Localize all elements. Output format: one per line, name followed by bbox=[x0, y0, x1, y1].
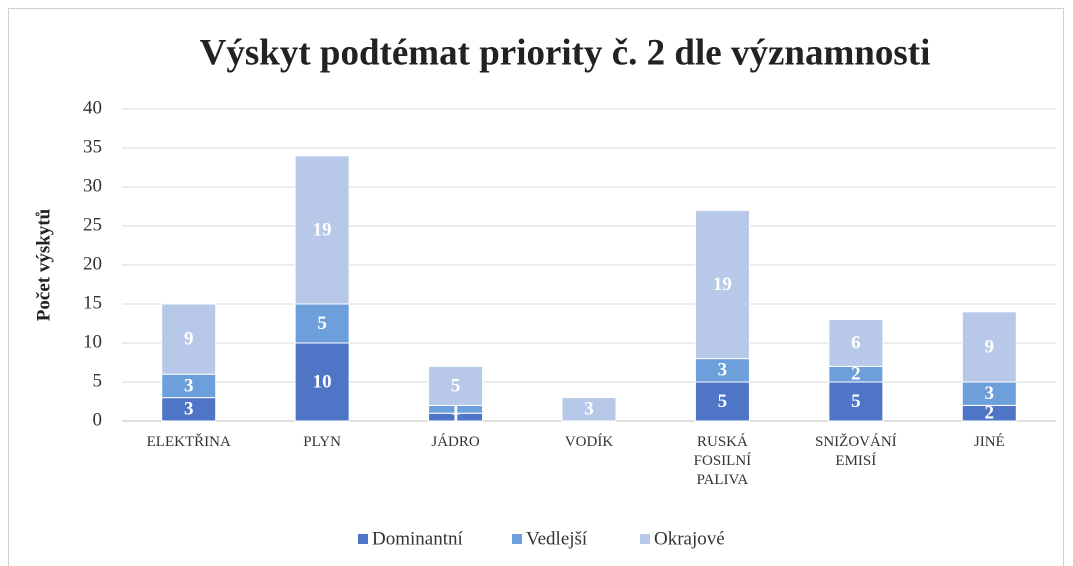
data-label: 3 bbox=[184, 375, 194, 396]
legend-label: Vedlejší bbox=[526, 528, 588, 549]
legend-label: Okrajové bbox=[654, 528, 725, 549]
legend-swatch bbox=[358, 534, 368, 544]
y-tick-label: 15 bbox=[83, 292, 102, 313]
x-tick-label: RUSKÁ FOSILNÍ PALIVA bbox=[693, 434, 752, 488]
legend-swatch bbox=[512, 534, 522, 544]
data-label: 5 bbox=[317, 313, 327, 334]
data-label: 3 bbox=[184, 399, 194, 420]
x-tick-label: VODÍK bbox=[564, 434, 614, 450]
y-tick-label: 0 bbox=[93, 409, 103, 430]
x-tick-label: ELEKTŘINA bbox=[146, 434, 231, 450]
bar-segment bbox=[694, 209, 750, 360]
data-label: 5 bbox=[451, 375, 461, 396]
x-tick-label: PLYN bbox=[303, 434, 341, 450]
y-tick-label: 20 bbox=[83, 253, 102, 274]
data-label: 19 bbox=[713, 274, 732, 295]
data-label: 3 bbox=[985, 383, 995, 404]
y-tick-label: 25 bbox=[83, 214, 102, 235]
y-axis-label: Počet výskytů bbox=[33, 208, 54, 321]
y-tick-label: 30 bbox=[83, 175, 102, 196]
bar-segment bbox=[428, 365, 484, 406]
data-label: 10 bbox=[313, 371, 332, 392]
data-label: 5 bbox=[718, 391, 728, 412]
y-tick-label: 10 bbox=[83, 331, 102, 352]
data-label: 9 bbox=[184, 328, 194, 349]
legend-swatch bbox=[640, 534, 650, 544]
data-label: 3 bbox=[718, 360, 728, 381]
y-tick-label: 40 bbox=[83, 97, 102, 118]
bar-segment bbox=[294, 303, 350, 344]
bar-segment bbox=[294, 342, 350, 422]
x-tick-label: SNIŽOVÁNÍ EMISÍ bbox=[815, 434, 897, 469]
data-label: 1 bbox=[451, 406, 461, 427]
bar-segment bbox=[961, 311, 1017, 383]
bar-segment bbox=[294, 155, 350, 305]
y-tick-label: 35 bbox=[83, 136, 102, 157]
chart-border bbox=[8, 8, 1064, 566]
bar-segment bbox=[561, 397, 617, 422]
legend-label: Dominantní bbox=[372, 528, 463, 549]
bar-segment bbox=[828, 319, 884, 367]
x-tick-label: JÁDRO bbox=[431, 434, 480, 450]
data-label: 1 bbox=[451, 399, 461, 420]
chart-title: Výskyt podtémat priority č. 2 dle význam… bbox=[200, 32, 931, 73]
data-label: 5 bbox=[851, 391, 861, 412]
data-label: 2 bbox=[985, 403, 995, 424]
data-label: 2 bbox=[851, 364, 861, 385]
y-tick-label: 5 bbox=[93, 370, 103, 391]
bar-segment bbox=[161, 303, 217, 375]
data-label: 9 bbox=[985, 336, 995, 357]
data-label: 6 bbox=[851, 332, 861, 353]
data-label: 19 bbox=[313, 219, 332, 240]
bar-segment bbox=[694, 381, 750, 422]
data-label: 3 bbox=[584, 399, 594, 420]
x-tick-label: JINÉ bbox=[973, 434, 1005, 450]
